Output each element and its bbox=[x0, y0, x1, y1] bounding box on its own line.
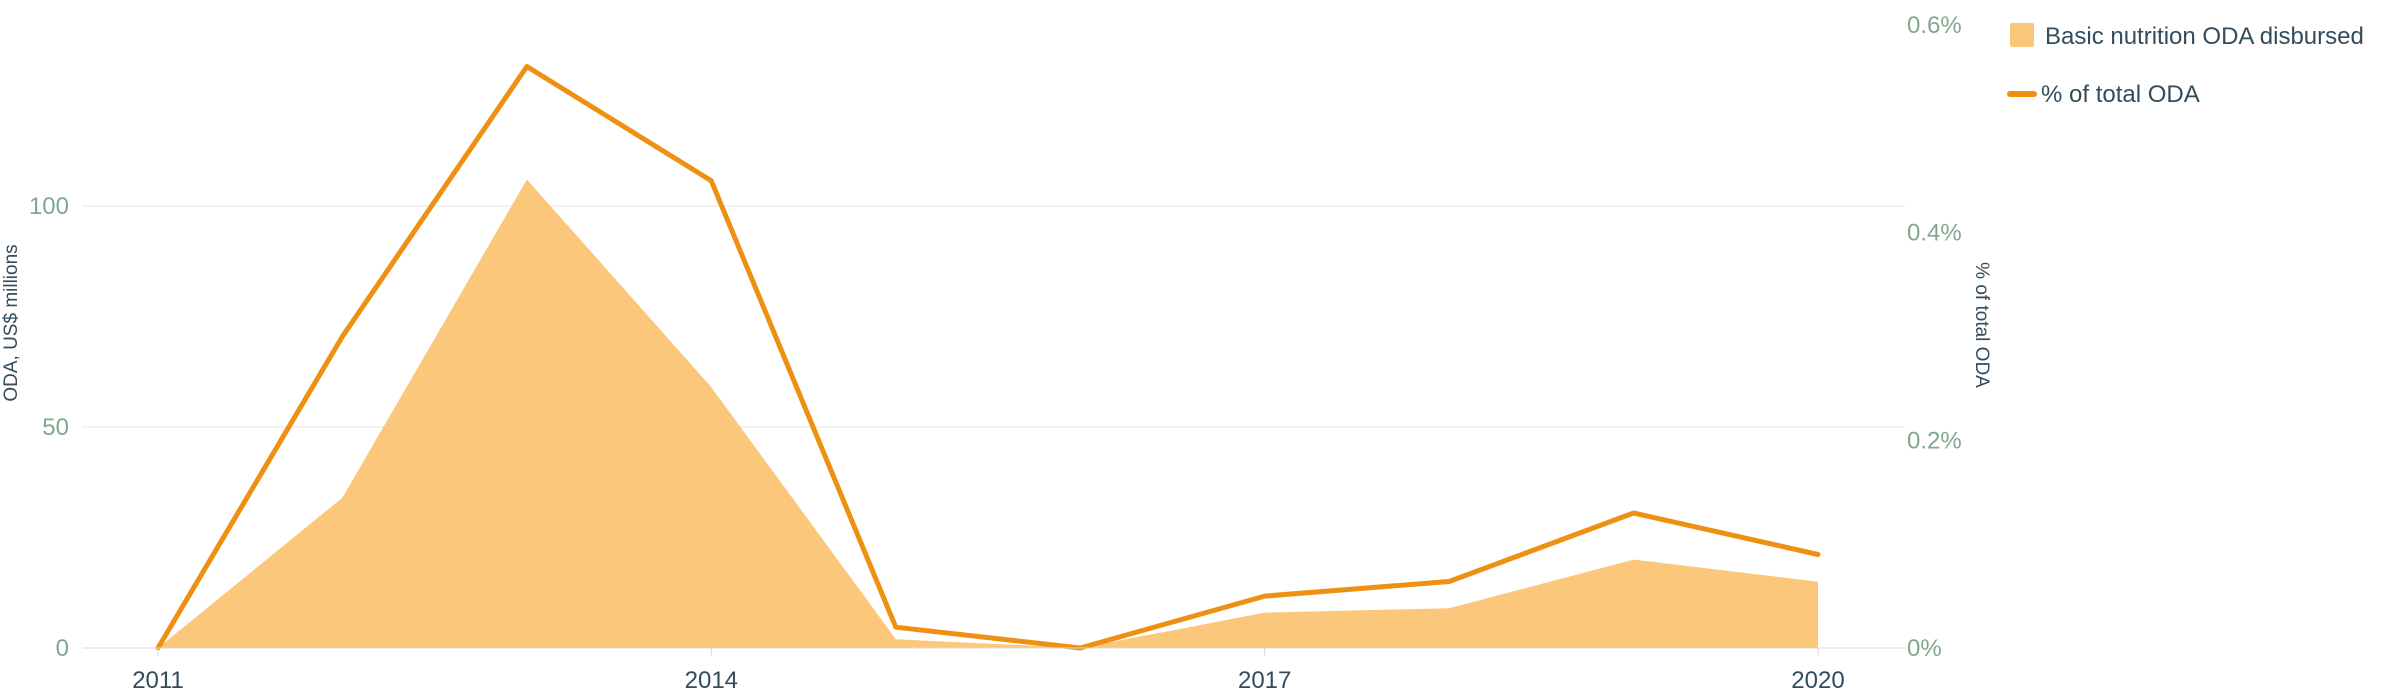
x-axis-tick-label: 2017 bbox=[1238, 667, 1291, 694]
line-series bbox=[155, 64, 1821, 651]
right-axis-title: % of total ODA bbox=[1971, 262, 1992, 388]
left-axis-title: ODA, US$ millions bbox=[1, 244, 22, 401]
right-axis-tick-label: 0.4% bbox=[1907, 220, 1962, 247]
x-axis-tick-label: 2020 bbox=[1791, 667, 1844, 694]
right-axis-tick-label: 0.6% bbox=[1907, 12, 1962, 39]
left-axis-tick-label: 100 bbox=[29, 193, 69, 220]
legend-label-line: % of total ODA bbox=[2041, 81, 2200, 108]
axes: 0 50 100 0% 0.2% 0.4% 0.6% 2011 2014 2017 2020 bbox=[29, 12, 1962, 694]
right-axis-tick-label: 0.2% bbox=[1907, 427, 1962, 454]
legend-swatch-area bbox=[2010, 23, 2034, 47]
right-axis-tick-label: 0% bbox=[1907, 635, 1942, 662]
legend-label-area: Basic nutrition ODA disbursed bbox=[2045, 23, 2364, 50]
x-axis-tick-label: 2011 bbox=[132, 667, 184, 694]
area-series bbox=[158, 179, 1818, 648]
legend: Basic nutrition ODA disbursed % of total… bbox=[2007, 23, 2364, 108]
line-percent-total-oda bbox=[155, 64, 1821, 651]
area-basic-nutrition-oda bbox=[158, 179, 1818, 648]
x-axis-tick-label: 2014 bbox=[685, 667, 738, 694]
left-axis-tick-label: 50 bbox=[42, 414, 69, 441]
left-axis-tick-label: 0 bbox=[56, 635, 69, 662]
